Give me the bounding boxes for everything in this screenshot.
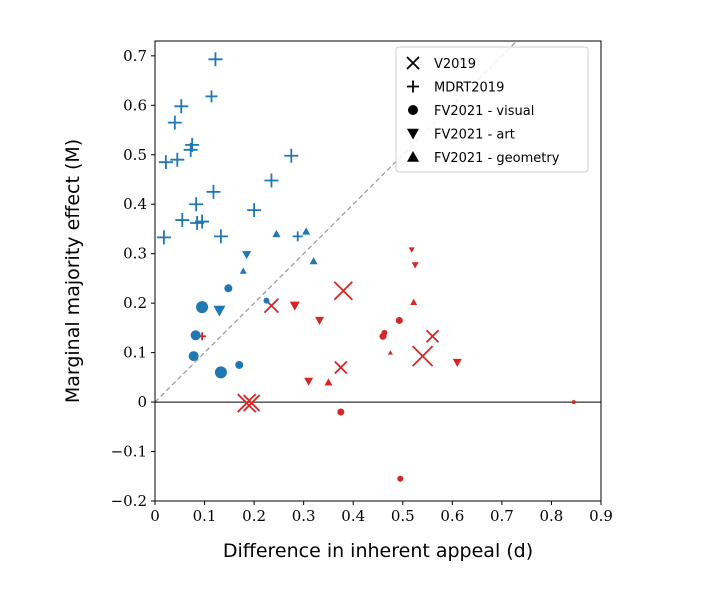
x-tick-label: 0.3 — [292, 507, 316, 525]
legend-marker — [407, 151, 419, 162]
y-tick-label: 0.5 — [123, 146, 147, 164]
fv2021-geometry-point — [239, 267, 247, 274]
v2019-point — [237, 393, 257, 413]
mdrt2019-point — [175, 213, 190, 228]
mdrt2019-point — [205, 90, 218, 103]
fv2021-visual-point — [337, 408, 345, 416]
legend-box — [395, 46, 589, 173]
x-axis: 0 0.1 0.2 0.3 0.4 0.5 0.6 0.7 0.8 0.9 — [150, 501, 613, 525]
fv2021-visual-point — [397, 475, 404, 482]
legend: V2019 MDRT2019 FV2021 - visual FV2021 - art… — [395, 46, 589, 173]
y-tick-label: 0 — [137, 393, 147, 411]
x-tick-label: 0.6 — [440, 507, 464, 525]
v2019-point — [425, 329, 440, 343]
fv2021-visual-point — [381, 329, 388, 336]
v2019-point — [411, 345, 434, 367]
fv2021-geometry-point — [309, 257, 318, 265]
mdrt2019-point — [189, 197, 204, 212]
mdrt2019-point — [156, 230, 171, 245]
fv2021-art-point — [242, 251, 252, 260]
mdrt2019-point — [264, 173, 279, 188]
legend-label: FV2021 - geometry — [434, 151, 560, 166]
fv2021-geometry-point — [387, 350, 393, 355]
fv2021-visual-point — [395, 316, 403, 324]
x-tick-label: 0 — [150, 507, 160, 525]
fv2021-visual-point — [224, 284, 233, 293]
x-tick-label: 0.8 — [540, 507, 564, 525]
fv2021-art-point — [213, 305, 226, 317]
legend-label: FV2021 - visual — [434, 104, 534, 119]
x-tick-label: 0.7 — [490, 507, 514, 525]
y-tick-label: −0.1 — [111, 443, 147, 461]
fv2021-visual-point — [190, 330, 201, 341]
v2019-point — [242, 394, 261, 412]
y-tick-label: 0.3 — [123, 245, 147, 263]
fv2021-visual-point — [214, 366, 227, 379]
x-axis-label: Difference in inherent appeal (d) — [223, 540, 533, 562]
mdrt2019-point — [292, 231, 303, 242]
fv2021-visual-point — [263, 297, 270, 304]
mdrt2019-point — [284, 148, 299, 163]
mdrt2019-point — [170, 152, 185, 167]
fv2021-art-point — [315, 316, 325, 325]
legend-marker — [408, 105, 418, 115]
fv2021-art-point — [408, 247, 415, 253]
x-tick-label: 0.9 — [589, 507, 613, 525]
y-axis: −0.2 −0.1 0 0.1 0.2 0.3 0.4 0.5 0.6 0.7 — [111, 47, 155, 510]
fv2021-art-point — [411, 262, 419, 269]
fv2021-visual-point — [235, 360, 244, 369]
y-tick-label: 0.4 — [123, 195, 147, 213]
legend-marker — [406, 56, 420, 70]
legend-marker — [407, 128, 419, 140]
x-tick-label: 0.4 — [341, 507, 365, 525]
y-tick-label: 0.1 — [123, 344, 147, 362]
x-tick-label: 0.2 — [242, 507, 266, 525]
fv2021-visual-point — [188, 351, 199, 362]
fv2021-geometry-point — [272, 229, 281, 238]
fv2021-art-point — [289, 301, 300, 311]
fv2021-visual-point — [571, 400, 576, 405]
legend-marker — [407, 80, 419, 93]
legend-label: FV2021 - art — [434, 128, 515, 143]
fv2021-visual-point — [196, 301, 209, 314]
y-tick-label: 0.6 — [123, 96, 147, 114]
fv2021-art-point — [304, 377, 314, 386]
y-axis-label: Marginal majority effect (M) — [62, 139, 84, 403]
mdrt2019-point — [195, 214, 210, 229]
v2019-point — [334, 360, 348, 375]
mdrt2019-point — [213, 229, 228, 244]
mdrt2019-point — [206, 184, 221, 199]
x-tick-label: 0.1 — [193, 507, 217, 525]
fv2021-art-point — [452, 358, 462, 368]
mdrt2019-point — [174, 99, 189, 114]
mdrt2019-point — [185, 137, 200, 152]
x-tick-label: 0.5 — [391, 507, 415, 525]
data-points — [156, 52, 576, 482]
y-tick-label: −0.2 — [111, 492, 147, 510]
y-tick-label: 0.2 — [123, 294, 147, 312]
fv2021-geometry-point — [302, 227, 311, 235]
mdrt2019-point — [158, 155, 173, 170]
mdrt2019-point — [167, 115, 182, 130]
mdrt2019-point — [247, 203, 262, 218]
mdrt2019-point — [208, 52, 223, 67]
y-tick-label: 0.7 — [123, 47, 147, 65]
fv2021-geometry-point — [324, 378, 333, 386]
plot-frame — [154, 40, 602, 502]
fv2021-geometry-point — [410, 298, 418, 305]
legend-label: V2019 — [434, 57, 476, 72]
v2019-point — [333, 281, 353, 301]
legend-label: MDRT2019 — [434, 81, 504, 96]
